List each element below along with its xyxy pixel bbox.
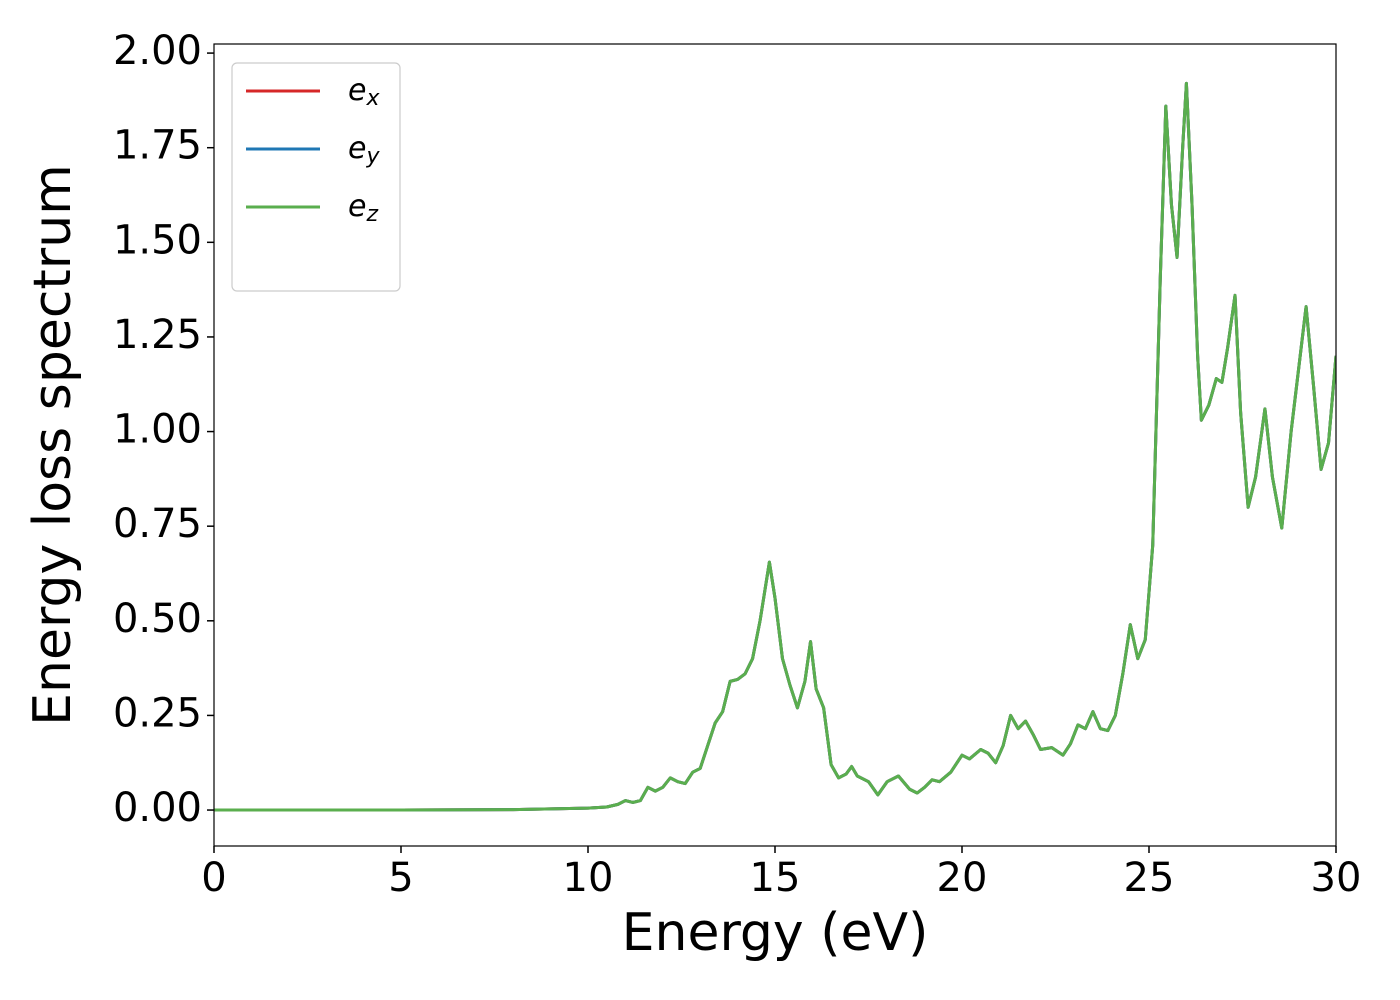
y-tick-label: 1.25 [113,312,202,358]
x-axis-label: Energy (eV) [622,903,929,963]
y-axis-label: Energy loss spectrum [23,164,83,726]
x-tick-label: 10 [563,855,614,901]
x-tick-label: 5 [388,855,413,901]
y-tick-label: 1.50 [113,217,202,263]
x-tick-label: 20 [937,855,988,901]
y-tick-label: 0.50 [113,596,202,642]
plot-frame [213,43,1337,847]
series-line [214,81,1336,812]
legend-box [231,62,401,292]
x-tick-label: 30 [1311,855,1362,901]
legend-label: ex [348,73,380,112]
x-tick-label: 15 [750,855,801,901]
legend-label: ez [348,189,378,228]
y-tick-label: 1.00 [113,407,202,453]
x-tick-label: 0 [201,855,226,901]
y-tick-label: 0.00 [113,785,202,831]
legend-label: ey [348,131,380,170]
y-tick-label: 0.25 [113,690,202,736]
y-tick-label: 0.75 [113,501,202,547]
y-tick-label: 1.75 [113,123,202,169]
y-tick-label: 2.00 [113,28,202,74]
x-tick-label: 25 [1124,855,1175,901]
